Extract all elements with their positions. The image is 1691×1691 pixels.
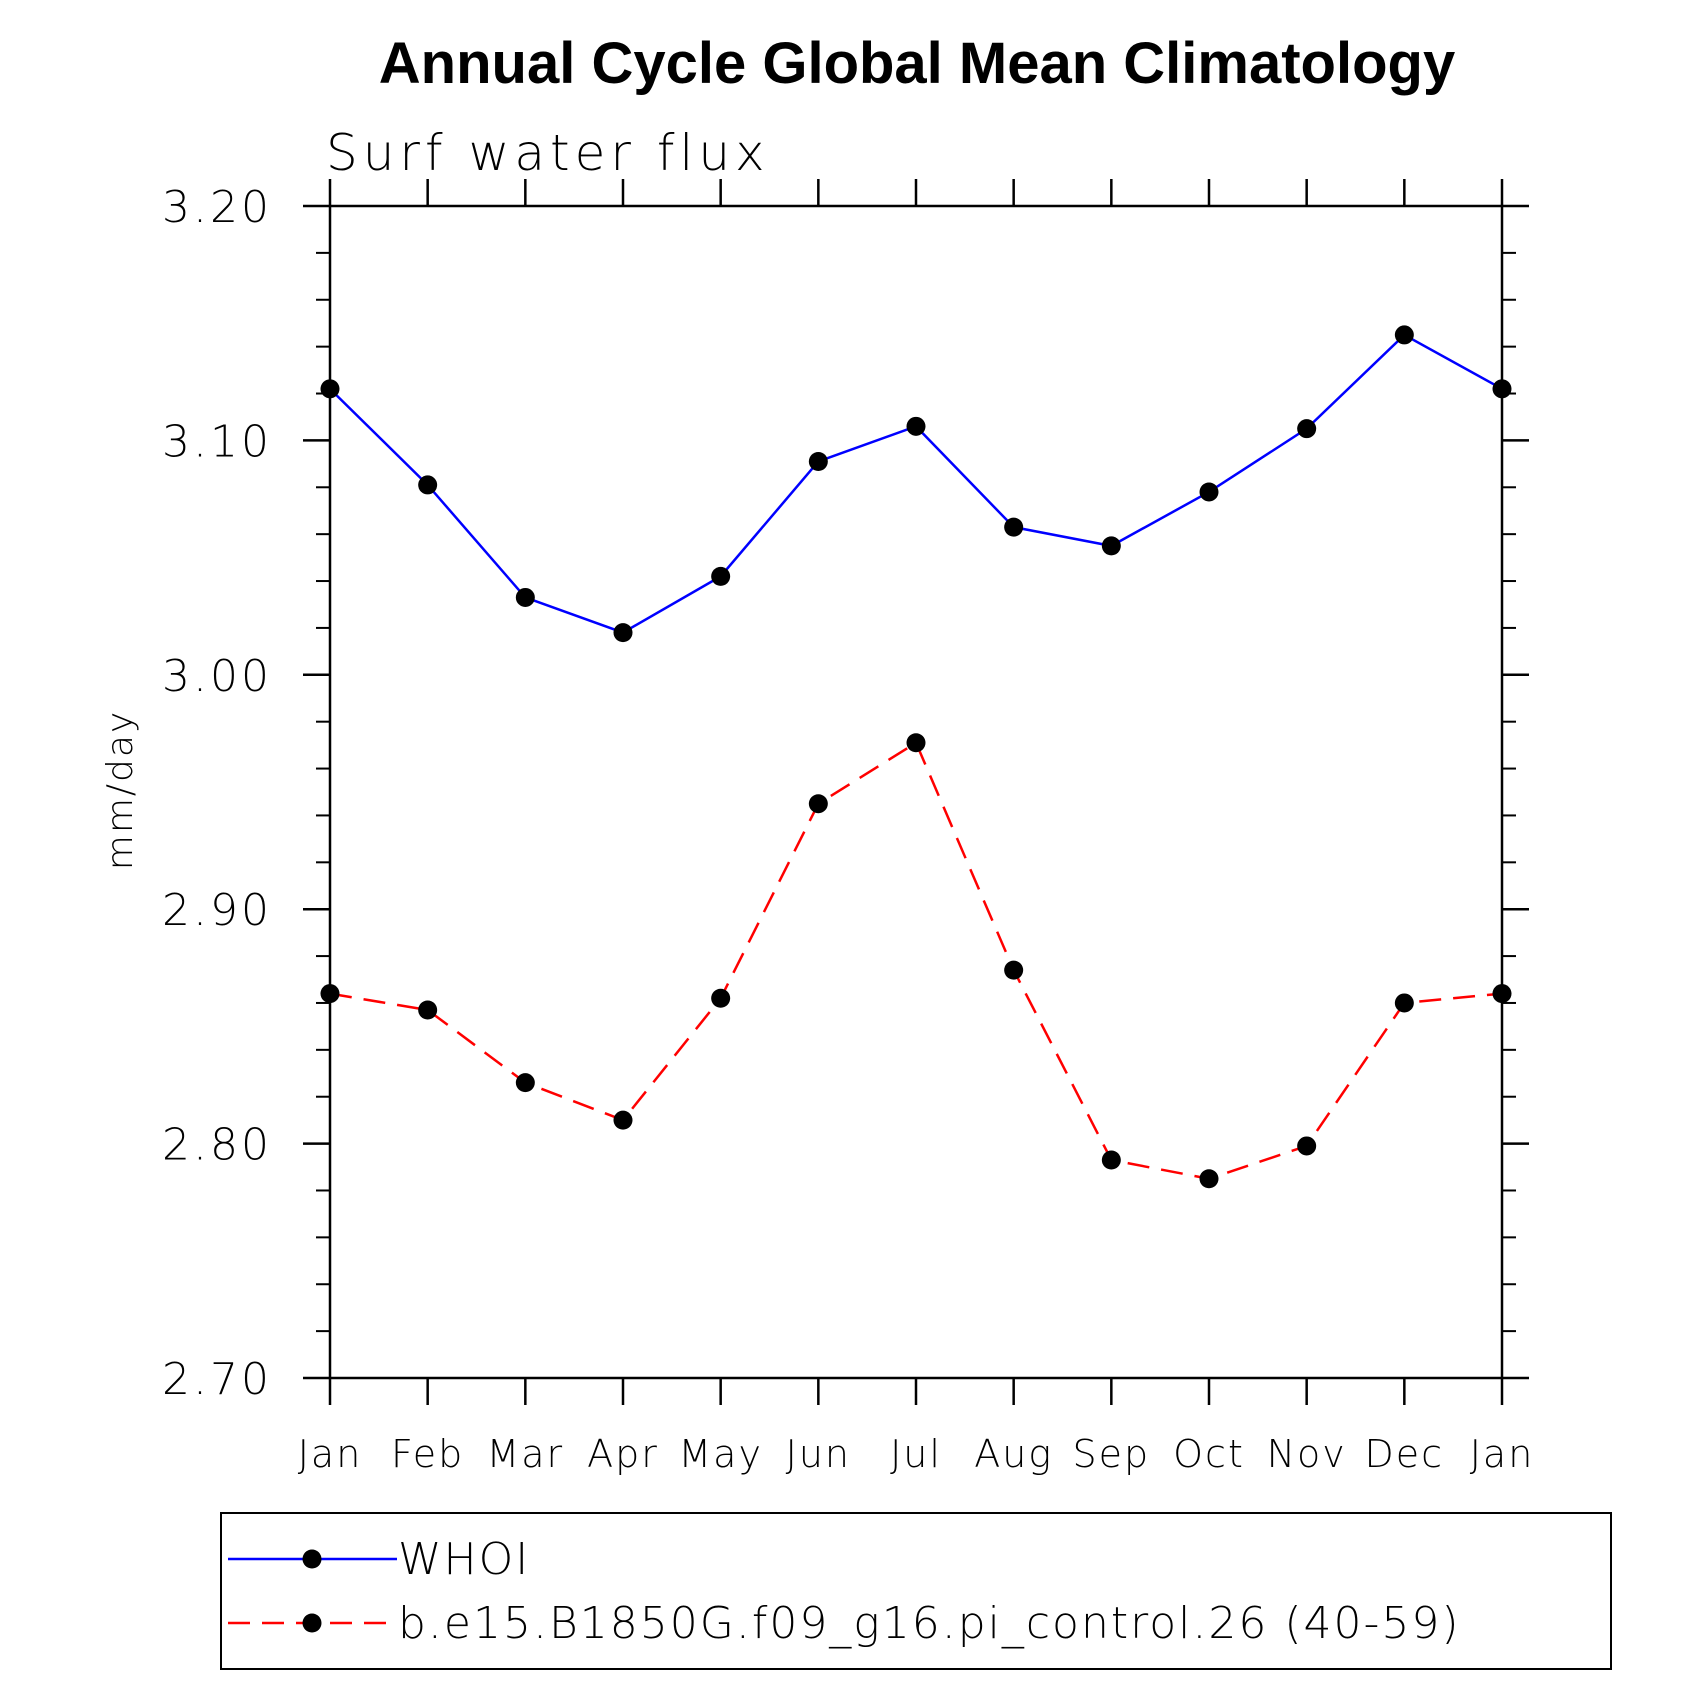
x-tick-label: Jul: [890, 1432, 942, 1476]
minor-ticks: [316, 251, 1516, 1333]
series-1-point: [1394, 993, 1414, 1013]
x-axis-ticks: Jan Feb Mar Apr May Jun Jul Aug Sep Oct Nov Dec Jan: [298, 179, 1535, 1476]
chart-subtitle: Surf water flux: [326, 124, 770, 182]
series-0-point: [906, 416, 926, 436]
plot-frame: [328, 204, 1504, 1380]
series-0-point: [1004, 517, 1024, 537]
x-tick-label: Feb: [391, 1432, 464, 1476]
y-tick-label: 2.80: [162, 1120, 272, 1171]
y-tick-label: 2.90: [162, 885, 272, 936]
x-tick-label: Sep: [1073, 1432, 1151, 1476]
series-1-point: [1004, 960, 1024, 980]
series-0-point: [320, 379, 340, 399]
x-tick-label: May: [678, 1432, 763, 1476]
x-tick-label: Jun: [786, 1432, 851, 1476]
series-0-point: [1394, 325, 1414, 345]
x-tick-label: Nov: [1267, 1432, 1347, 1476]
series-1-point: [906, 733, 926, 753]
x-tick-label: Dec: [1365, 1432, 1445, 1476]
series-0-point: [1101, 536, 1121, 556]
x-tick-label: Apr: [587, 1432, 659, 1476]
series-0-point: [808, 451, 828, 471]
series-0-point: [1492, 379, 1512, 399]
series-line-1: [329, 740, 1503, 1181]
series-1-point: [808, 794, 828, 814]
legend-label-whoi: WHOI: [398, 1534, 530, 1585]
y-axis-ticks: 3.20 3.10 3.00 2.90 2.80 2.70: [162, 182, 1529, 1405]
series-1-point: [1297, 1136, 1317, 1156]
series-1-point: [515, 1073, 535, 1093]
x-tick-label: Aug: [974, 1432, 1053, 1476]
legend-box: [220, 1512, 1612, 1670]
x-tick-label: Jan: [1470, 1432, 1535, 1476]
series-0-point: [613, 623, 633, 643]
series-0-point: [418, 475, 438, 495]
series-line-0: [329, 333, 1503, 634]
series-1-point: [711, 988, 731, 1008]
series-0-point: [711, 566, 731, 586]
series-1-point: [1492, 984, 1512, 1004]
series-0-point: [1199, 482, 1219, 502]
series-1-point: [1101, 1150, 1121, 1170]
x-tick-label: Oct: [1173, 1432, 1245, 1476]
x-tick-label: Mar: [486, 1432, 564, 1476]
chart-title: Annual Cycle Global Mean Climatology: [379, 31, 1455, 96]
y-tick-label: 2.70: [162, 1354, 272, 1405]
series-layer: [320, 325, 1512, 1189]
y-tick-label: 3.10: [162, 416, 272, 467]
series-0-point: [515, 587, 535, 607]
legend-marker-whoi: [302, 1549, 322, 1569]
series-0-point: [1297, 419, 1317, 439]
series-1-point: [613, 1110, 633, 1130]
y-tick-label: 3.20: [162, 182, 272, 233]
series-1-point: [1199, 1169, 1219, 1189]
x-tick-label: Jan: [298, 1432, 363, 1476]
legend-marker-control: [302, 1613, 322, 1633]
legend-label-control: b.e15.B1850G.f09_g16.pi_control.26 (40-5…: [398, 1598, 1461, 1649]
series-1-point: [418, 1000, 438, 1020]
series-1-point: [320, 984, 340, 1004]
legend: WHOI b.e15.B1850G.f09_g16.pi_control.26 …: [220, 1512, 1612, 1670]
y-axis-label: mm/day: [100, 710, 141, 870]
y-tick-label: 3.00: [162, 651, 272, 702]
